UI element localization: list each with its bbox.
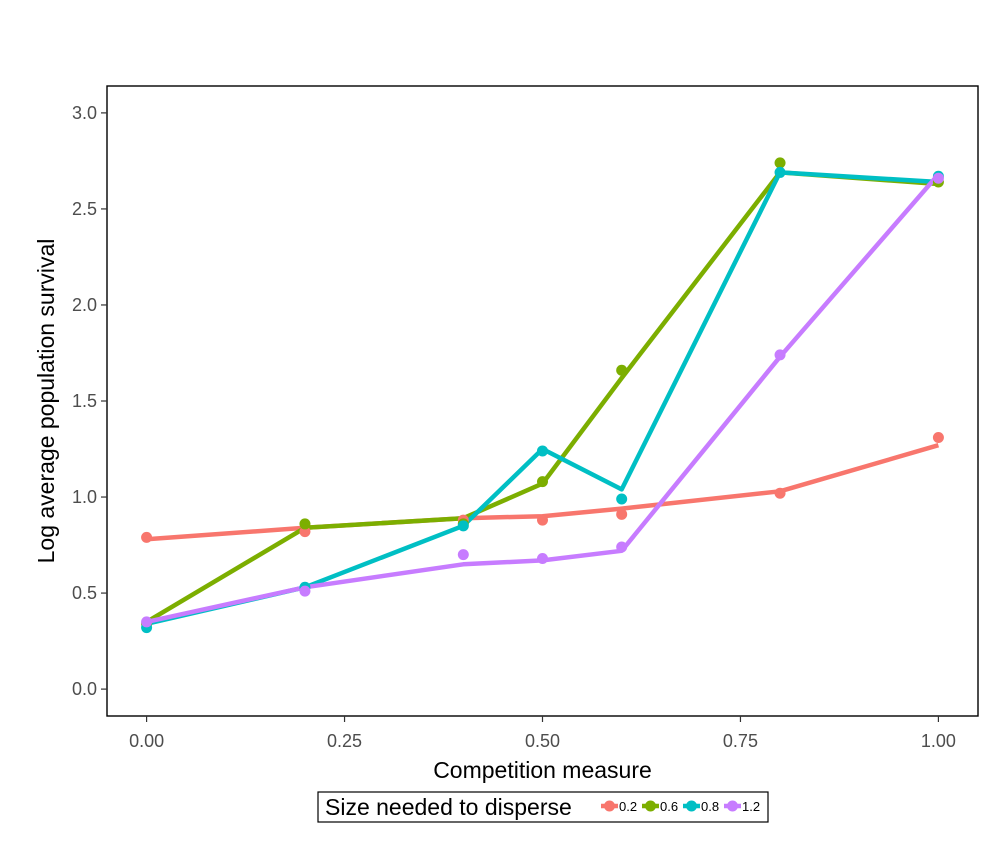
x-tick-label: 0.75: [723, 731, 758, 751]
data-point-0.2: [932, 431, 944, 443]
legend-key-point-0.2: [604, 800, 615, 812]
y-axis-title: Log average population survival: [33, 239, 59, 564]
legend-key-point-1.2: [727, 800, 738, 812]
data-point-0.2: [537, 514, 548, 526]
y-tick-label: 0.5: [72, 583, 97, 603]
data-point-0.2: [141, 531, 153, 543]
legend-key-point-0.8: [686, 800, 697, 812]
legend-label-1.2: 1.2: [742, 799, 760, 814]
data-point-1.2: [537, 553, 548, 564]
data-point-1.2: [141, 616, 153, 628]
plot-panel-border: [106, 85, 979, 717]
y-tick-label: 3.0: [72, 103, 97, 123]
data-point-1.2: [299, 585, 311, 597]
data-point-0.2: [299, 526, 311, 538]
data-point-0.8: [616, 493, 628, 505]
data-point-0.2: [774, 487, 786, 499]
y-tick-label: 2.5: [72, 199, 97, 219]
plot-area: 0.0 0.5 1.0 1.5 2.0 2.5 3.0 0.00 0.25 0.50 0.75 1.0…: [72, 85, 979, 751]
data-point-1.2: [616, 541, 628, 553]
data-point-0.8: [774, 166, 786, 178]
y-tick-label: 1.0: [72, 487, 97, 507]
data-point-0.6: [616, 364, 628, 376]
x-axis-title: Competition measure: [433, 757, 652, 783]
y-tick-label: 2.0: [72, 295, 97, 315]
data-point-1.2: [774, 349, 786, 361]
data-point-0.6: [537, 476, 548, 488]
legend-items: 0.2 0.6 0.8 1.2: [601, 799, 760, 814]
legend-label-0.6: 0.6: [660, 799, 678, 814]
y-tick-label: 1.5: [72, 391, 97, 411]
data-point-1.2: [457, 549, 469, 561]
x-tick-label: 0.50: [525, 731, 560, 751]
legend-label-0.2: 0.2: [619, 799, 637, 814]
x-tick-label: 0.25: [327, 731, 362, 751]
legend: Size needed to disperse 0.2 0.6 0.8 1.2: [317, 791, 769, 823]
data-point-1.2: [932, 172, 944, 184]
data-point-0.2: [616, 508, 628, 520]
legend-title: Size needed to disperse: [325, 794, 572, 820]
data-point-0.8: [457, 520, 469, 532]
y-tick-label: 0.0: [72, 679, 97, 699]
legend-key-point-0.6: [645, 800, 656, 812]
x-tick-label: 0.00: [129, 731, 164, 751]
data-point-0.6: [774, 157, 786, 169]
legend-box: [317, 791, 769, 823]
x-tick-label: 1.00: [921, 731, 956, 751]
legend-label-0.8: 0.8: [701, 799, 719, 814]
data-point-0.8: [537, 445, 548, 457]
data-point-0.6: [299, 518, 311, 530]
